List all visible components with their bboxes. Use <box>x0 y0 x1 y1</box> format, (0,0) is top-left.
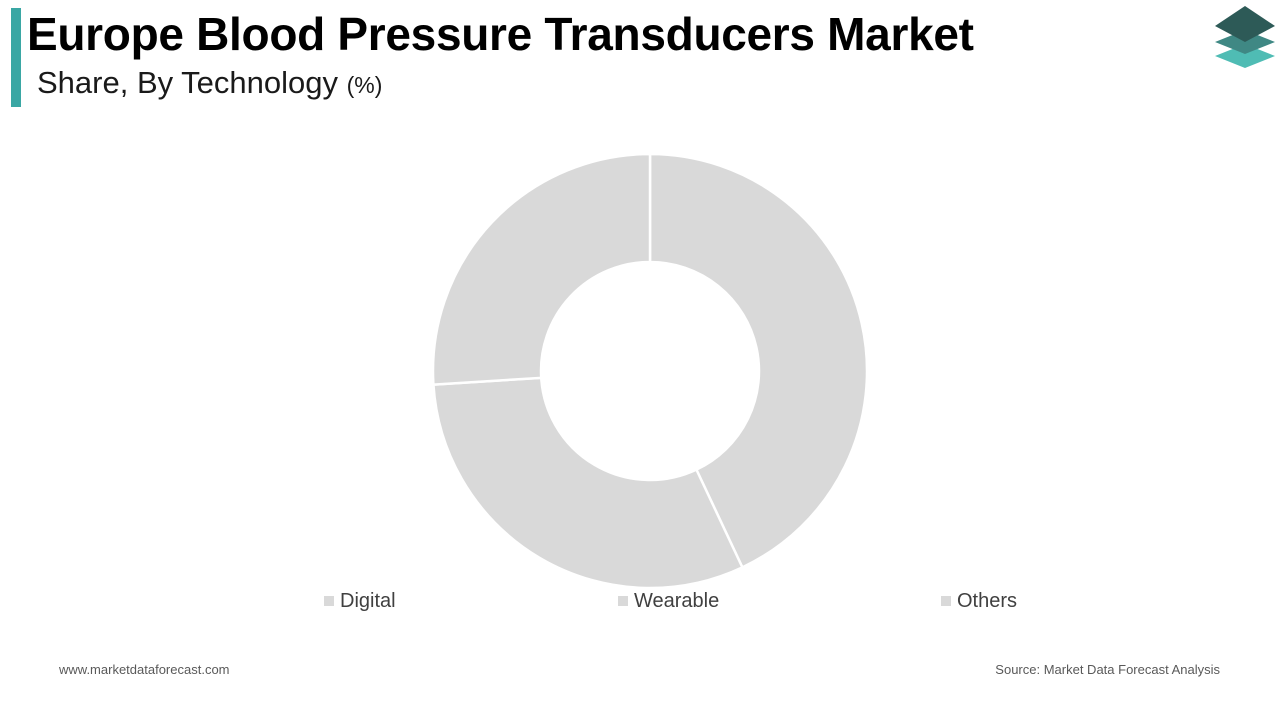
donut-slice-wearable <box>432 376 745 590</box>
subtitle-text: Share, By Technology <box>37 65 339 100</box>
footer-website: www.marketdataforecast.com <box>59 662 230 677</box>
donut-slice-others <box>431 152 652 386</box>
legend-item-others: Others <box>941 588 1017 614</box>
legend-label: Others <box>957 589 1018 612</box>
footer-source: Source: Market Data Forecast Analysis <box>995 662 1220 677</box>
legend-label: Digital <box>340 589 396 612</box>
legend-swatch <box>941 596 951 606</box>
subtitle-unit: (%) <box>346 72 383 98</box>
stacked-layers-icon <box>1215 6 1275 68</box>
donut-slice-digital <box>648 152 869 570</box>
legend-item-wearable: Wearable <box>618 588 719 614</box>
legend-item-digital: Digital <box>324 588 396 614</box>
legend-label: Wearable <box>634 589 720 612</box>
title-accent-bar <box>11 8 21 107</box>
legend-swatch <box>324 596 334 606</box>
legend-swatch <box>618 596 628 606</box>
page-title: Europe Blood Pressure Transducers Market <box>27 8 974 60</box>
page-subtitle: Share, By Technology (%) <box>37 64 382 104</box>
